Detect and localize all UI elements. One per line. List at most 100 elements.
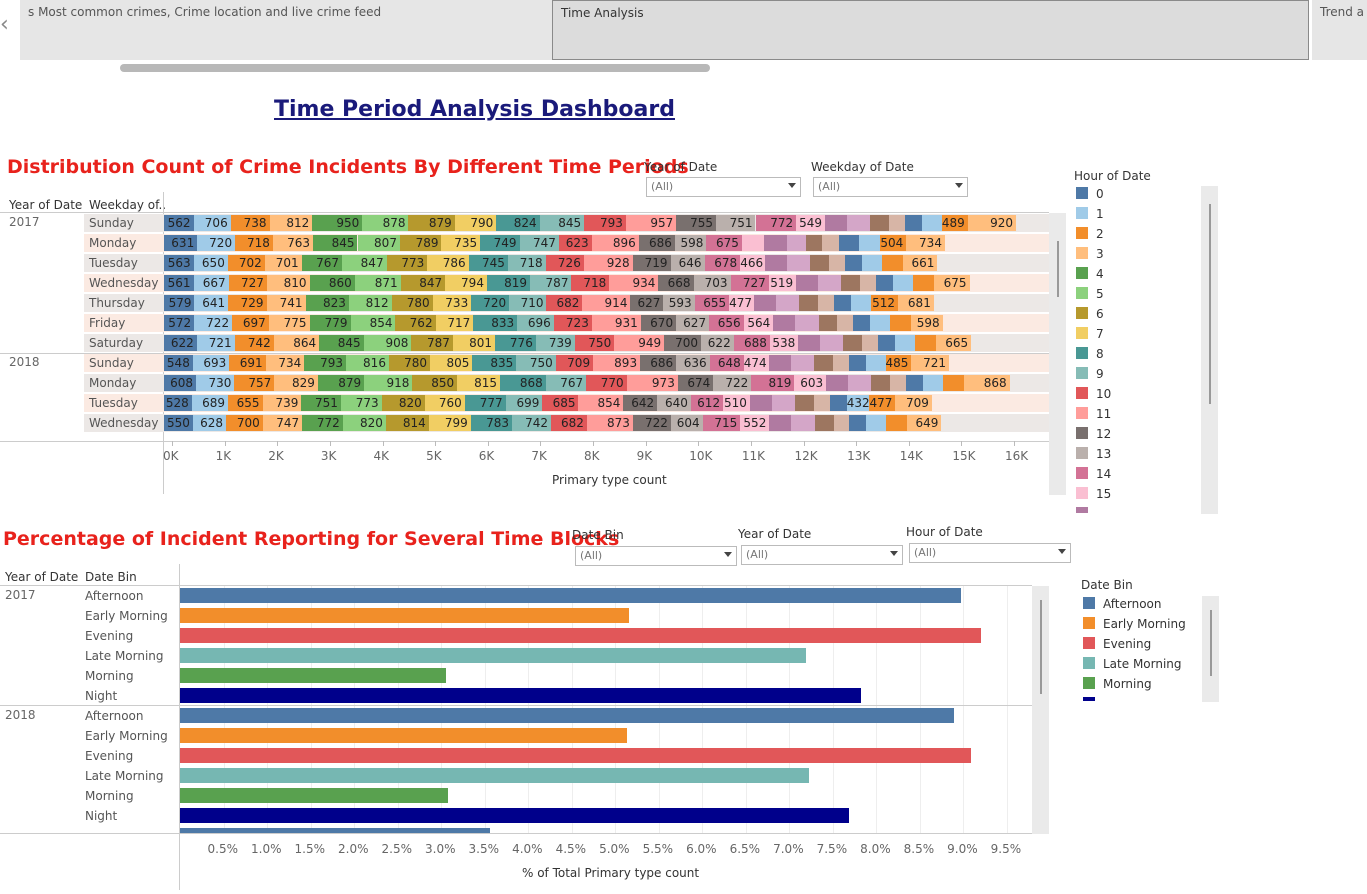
bar-segment[interactable]: 696	[517, 315, 554, 331]
bar-segment[interactable]	[860, 275, 877, 291]
bar-segment[interactable]: 860	[309, 275, 355, 291]
bar-segment[interactable]: 715	[702, 415, 741, 431]
bar-segment[interactable]: 572	[164, 315, 195, 331]
bar-segment[interactable]: 668	[658, 275, 694, 291]
bar-segment[interactable]	[861, 255, 882, 271]
bar-segment[interactable]	[806, 235, 822, 251]
bar-segment[interactable]: 612	[690, 395, 724, 411]
bar-segment[interactable]: 477	[869, 395, 895, 411]
bar-segment[interactable]: 700	[225, 415, 263, 431]
bar-segment[interactable]: 790	[454, 215, 497, 231]
bar-segment[interactable]	[851, 295, 872, 311]
bar-segment[interactable]	[741, 235, 765, 251]
bar-segment[interactable]: 650	[193, 255, 228, 271]
bar[interactable]	[180, 768, 810, 783]
bar-segment[interactable]: 747	[262, 415, 303, 431]
bar-segment[interactable]: 739	[535, 335, 575, 351]
bar-segment[interactable]: 604	[670, 415, 703, 431]
bar-segment[interactable]: 564	[743, 315, 774, 331]
bar-segment[interactable]: 723	[553, 315, 592, 331]
bar-segment[interactable]	[798, 335, 821, 351]
bar-segment[interactable]: 720	[197, 235, 236, 251]
bar-segment[interactable]: 751	[301, 395, 341, 411]
bar-segment[interactable]: 608	[164, 375, 196, 391]
bar-segment[interactable]	[825, 215, 848, 231]
bar-segment[interactable]: 762	[395, 315, 436, 331]
bar[interactable]	[180, 688, 862, 703]
bar-segment[interactable]	[844, 255, 862, 271]
legend-item[interactable]: Afternoon	[1083, 597, 1162, 611]
bar-segment[interactable]: 719	[632, 255, 671, 271]
bar-segment[interactable]: 773	[386, 255, 428, 271]
bar-segment[interactable]: 504	[879, 235, 907, 251]
bar-segment[interactable]: 717	[435, 315, 474, 331]
bar-segment[interactable]	[890, 375, 907, 391]
bar-segment[interactable]	[832, 355, 849, 371]
bar-segment[interactable]	[878, 335, 896, 351]
bar-segment[interactable]: 812	[348, 295, 392, 311]
bar-segment[interactable]	[809, 255, 829, 271]
bar-segment[interactable]	[814, 395, 830, 411]
bar-segment[interactable]	[848, 355, 866, 371]
bar-segment[interactable]: 477	[729, 295, 755, 311]
bar-segment[interactable]: 722	[713, 375, 752, 391]
bar-segment[interactable]: 548	[164, 355, 193, 371]
legend-item[interactable]	[1076, 507, 1096, 513]
bar-segment[interactable]	[906, 375, 923, 391]
bar-segment[interactable]: 655	[694, 295, 730, 311]
bar-segment[interactable]: 681	[898, 295, 934, 311]
bar-segment[interactable]: 686	[638, 235, 675, 251]
bar-segment[interactable]: 845	[313, 235, 358, 251]
bar-segment[interactable]: 718	[507, 255, 546, 271]
bar-segment[interactable]: 787	[411, 335, 453, 351]
bar-segment[interactable]: 757	[234, 375, 275, 391]
bar-segment[interactable]: 665	[936, 335, 972, 351]
bar-segment[interactable]: 879	[408, 215, 455, 231]
bar-segment[interactable]: 742	[234, 335, 274, 351]
bar-segment[interactable]: 847	[400, 275, 446, 291]
bar-segment[interactable]: 741	[266, 295, 306, 311]
bar-segment[interactable]	[749, 395, 773, 411]
bar[interactable]	[180, 728, 628, 743]
bar-segment[interactable]	[886, 415, 908, 431]
bar-segment[interactable]: 763	[272, 235, 314, 251]
bar-segment[interactable]: 709	[894, 395, 932, 411]
bar-segment[interactable]: 775	[268, 315, 310, 331]
bar-segment[interactable]	[821, 235, 839, 251]
bar-segment[interactable]: 820	[342, 415, 386, 431]
filter-datebin-dropdown[interactable]: (All)	[575, 546, 737, 566]
bar-segment[interactable]: 770	[586, 375, 627, 391]
bar-segment[interactable]	[796, 275, 819, 291]
bar-segment[interactable]: 833	[473, 315, 518, 331]
bar-segment[interactable]	[799, 295, 819, 311]
bar-segment[interactable]: 934	[609, 275, 659, 291]
bar-segment[interactable]	[828, 255, 845, 271]
bar-segment[interactable]: 702	[227, 255, 265, 271]
bar-segment[interactable]: 829	[274, 375, 318, 391]
bar-segment[interactable]: 914	[582, 295, 631, 311]
bar-segment[interactable]: 920	[967, 215, 1016, 231]
legend-item[interactable]: 9	[1076, 367, 1104, 381]
bar-segment[interactable]: 686	[640, 355, 677, 371]
bar-segment[interactable]: 767	[301, 255, 343, 271]
bar-segment[interactable]: 787	[530, 275, 572, 291]
filter-weekday-dropdown[interactable]: (All)	[813, 177, 968, 197]
scroll-thumb[interactable]	[1040, 600, 1042, 694]
bar-segment[interactable]: 682	[551, 415, 587, 431]
bar-segment[interactable]	[795, 395, 815, 411]
bar-segment[interactable]: 793	[584, 215, 626, 231]
bar-segment[interactable]: 649	[907, 415, 942, 431]
bar-segment[interactable]: 538	[769, 335, 799, 351]
bar-segment[interactable]: 767	[545, 375, 587, 391]
bar-segment[interactable]: 805	[430, 355, 473, 371]
bar-segment[interactable]: 819	[751, 375, 795, 391]
bar-segment[interactable]	[876, 275, 893, 291]
bar[interactable]	[180, 788, 448, 803]
bar-segment[interactable]	[764, 255, 787, 271]
story-tab-crimes[interactable]: s Most common crimes, Crime location and…	[20, 0, 552, 60]
bar-segment[interactable]: 780	[388, 355, 431, 371]
bar-segment[interactable]: 810	[266, 275, 310, 291]
legend-item[interactable]: 6	[1076, 307, 1104, 321]
bar-segment[interactable]	[791, 415, 815, 431]
bar-segment[interactable]: 864	[273, 335, 320, 351]
